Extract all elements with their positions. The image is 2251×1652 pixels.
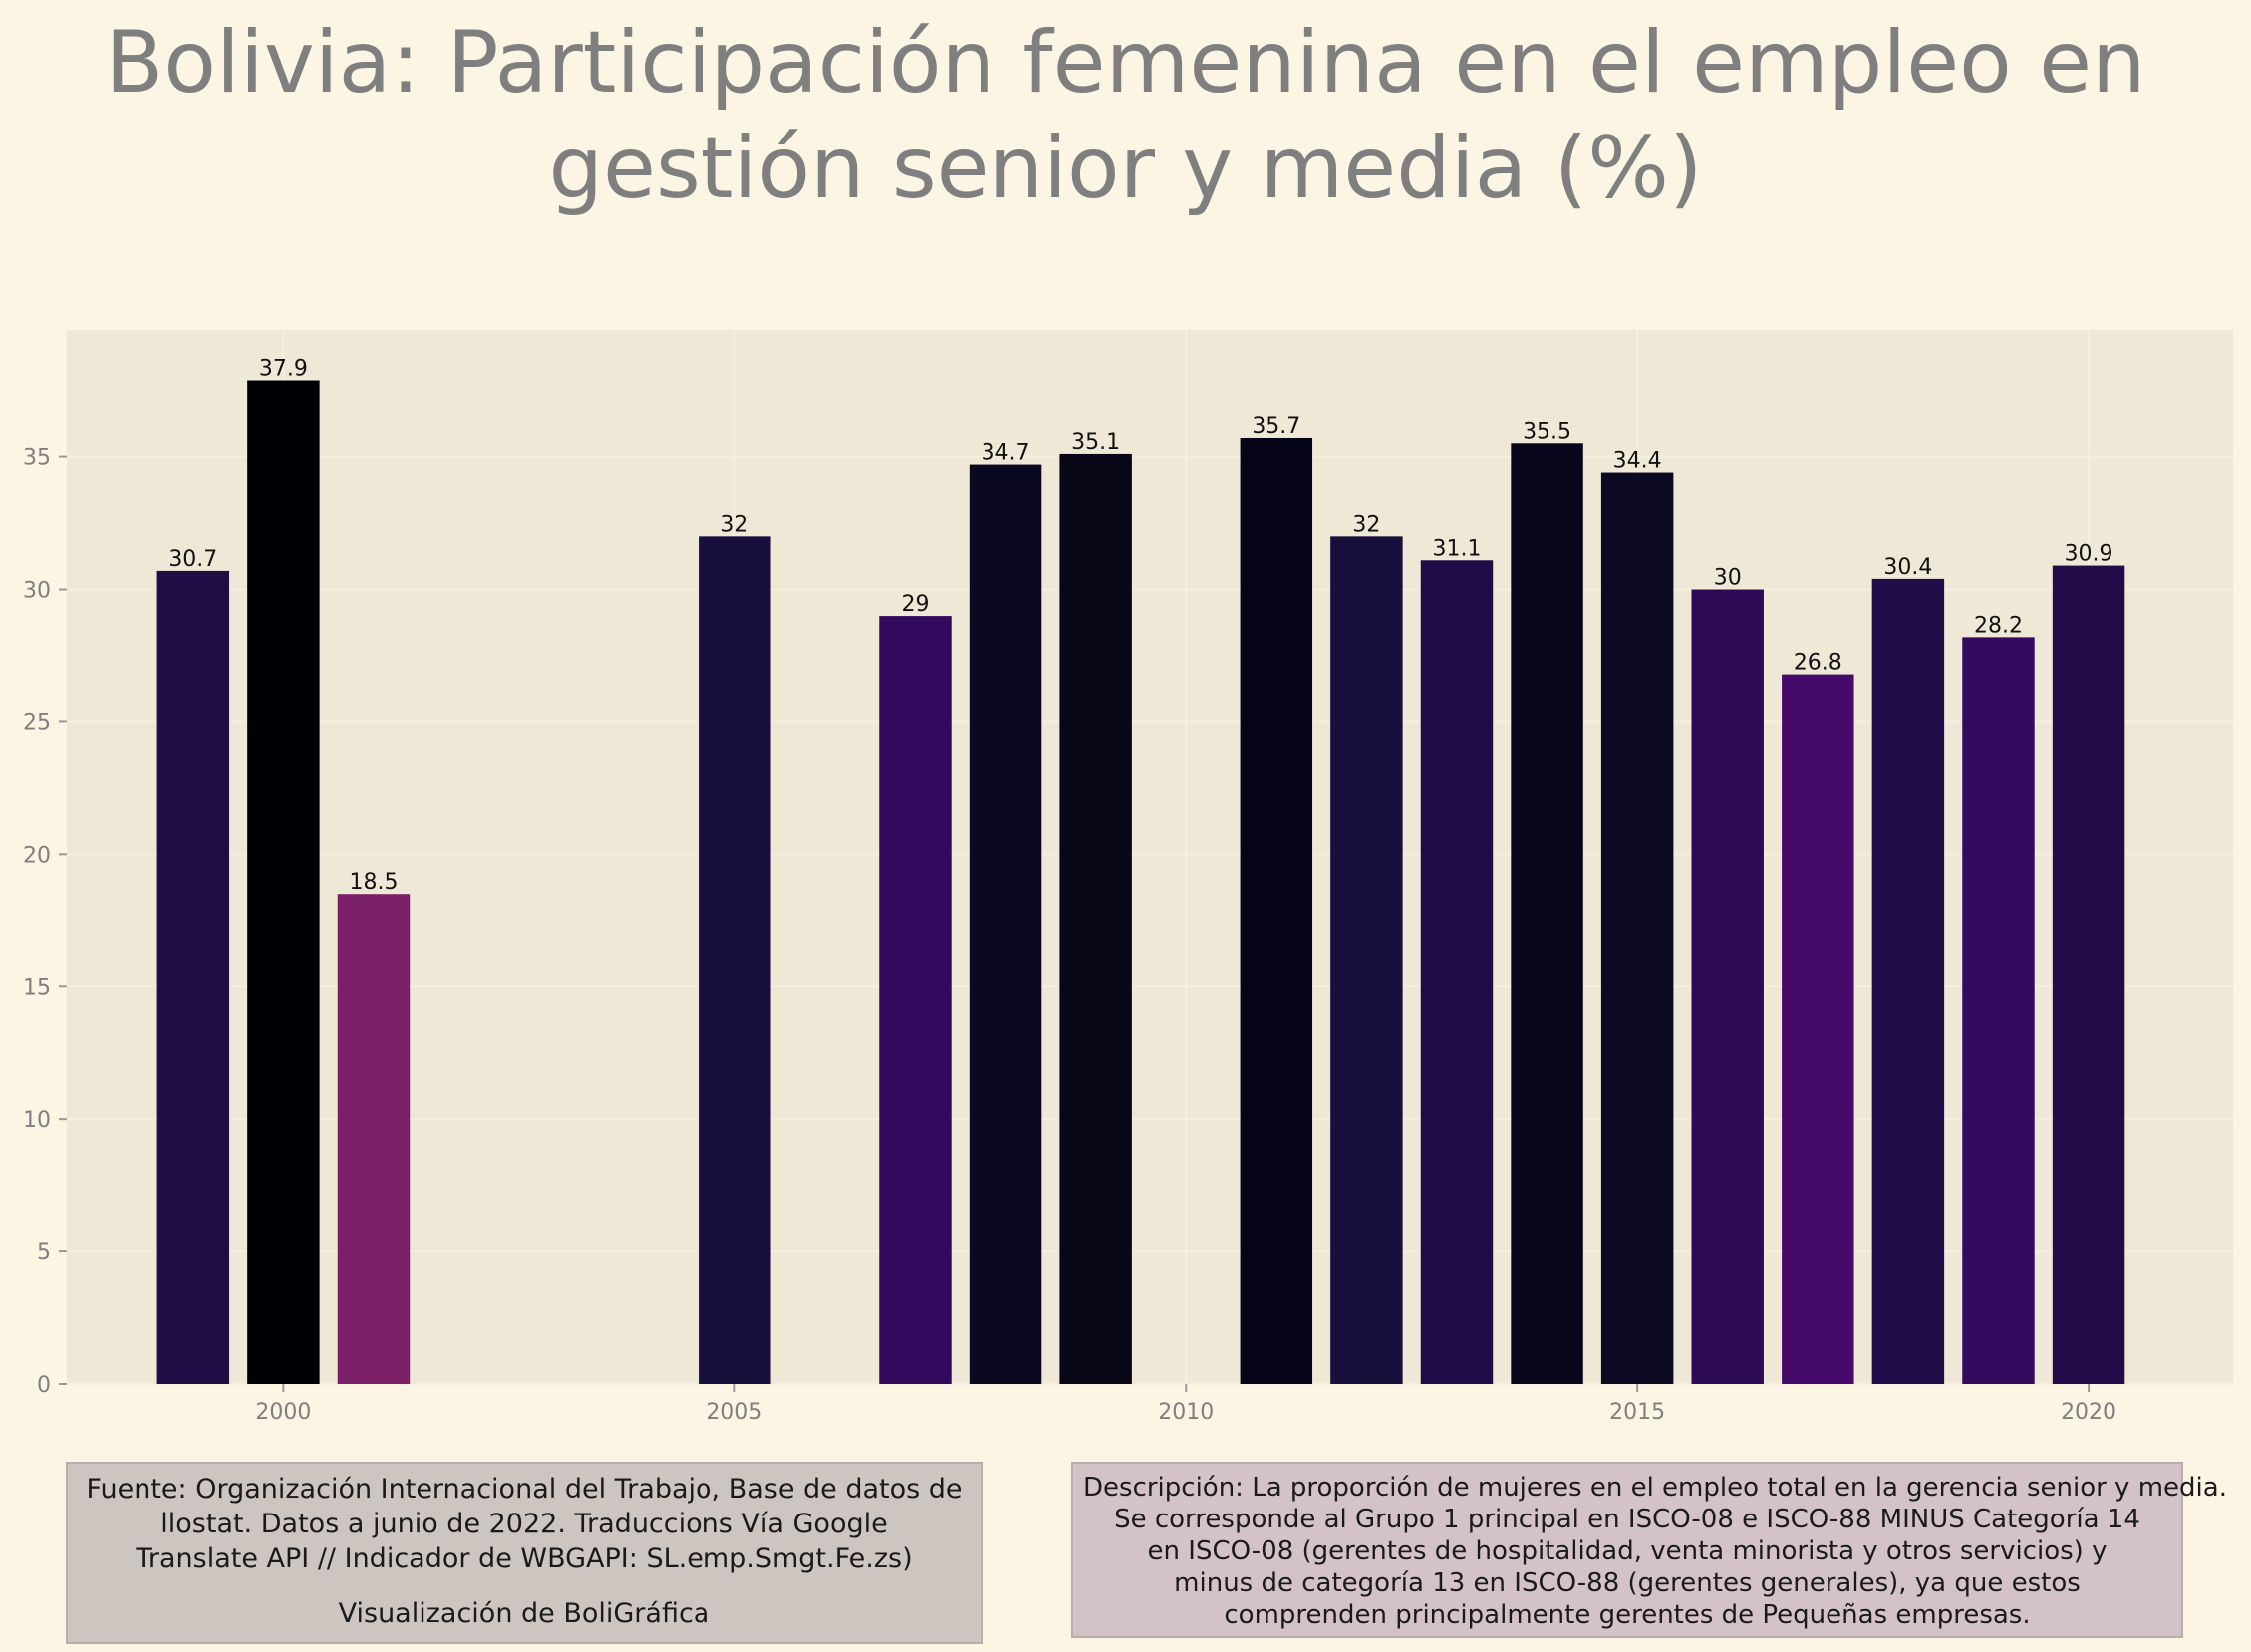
bar-value-label: 28.2 (1974, 613, 2023, 638)
bar-value-label: 31.1 (1432, 536, 1481, 561)
x-tick-label: 2010 (1158, 1400, 1214, 1425)
bar (1962, 637, 2035, 1384)
bar (699, 536, 771, 1384)
bar (247, 380, 320, 1384)
bar-value-label: 34.4 (1613, 449, 1662, 474)
bar (1511, 443, 1583, 1384)
bar-value-label: 32 (1352, 512, 1380, 537)
y-tick-label: 30 (23, 579, 51, 604)
x-tick-label: 2000 (255, 1400, 311, 1425)
y-axis-ticks: 0 5 10 15 20 25 30 35 (23, 446, 67, 1398)
bar-value-label: 34.7 (982, 441, 1030, 466)
bar-value-label: 30.9 (2065, 542, 2113, 567)
bar-value-label: 32 (720, 512, 748, 537)
bar-value-label: 35.7 (1252, 414, 1300, 439)
description-box: Descripción: La proporción de mujeres en… (1071, 1462, 2227, 1638)
bar (1782, 674, 1854, 1384)
value-labels: 30.7 37.9 18.5 32 29 34.7 35.1 35.7 32 31.1 35.5 34… (168, 357, 2112, 896)
bar-chart: 30.7 37.9 18.5 32 29 34.7 35.1 35.7 32 31.1 35.5 34… (23, 330, 2233, 1425)
bars (156, 380, 2125, 1384)
description-line: Descripción: La proporción de mujeres en… (1083, 1473, 2227, 1503)
bar (1420, 560, 1494, 1384)
bar (1059, 453, 1132, 1384)
y-tick-label: 20 (23, 843, 51, 868)
chart-title: Bolivia: Participación femenina en el em… (0, 10, 2251, 221)
bar-value-label: 30.4 (1883, 555, 1932, 580)
bar-value-label: 18.5 (349, 870, 398, 895)
bar (337, 894, 411, 1384)
bar-value-label: 35.5 (1523, 419, 1571, 444)
y-tick-label: 10 (23, 1108, 51, 1133)
source-line: Translate API // Indicador de WBGAPI: SL… (136, 1543, 913, 1574)
description-line: Se corresponde al Grupo 1 principal en I… (1114, 1505, 2140, 1534)
y-tick-label: 35 (23, 446, 51, 471)
bar (1691, 589, 1764, 1384)
bar-value-label: 26.8 (1794, 651, 1842, 676)
y-tick-label: 5 (37, 1240, 51, 1265)
description-line: comprenden principalmente gerentes de Pe… (1224, 1600, 2031, 1630)
x-axis-ticks: 2000 2005 2010 2015 2020 (255, 1384, 2116, 1425)
description-line: minus de categoría 13 en ISCO-88 (gerent… (1174, 1568, 2081, 1598)
bar (1330, 536, 1403, 1384)
bar-value-label: 35.1 (1071, 430, 1120, 455)
bar-value-label: 30 (1714, 566, 1742, 591)
y-tick-label: 25 (23, 710, 51, 735)
bar-value-label: 30.7 (168, 547, 217, 572)
source-line: Fuente: Organización Internacional del T… (86, 1474, 963, 1505)
chart-title-line-1: Bolivia: Participación femenina en el em… (105, 13, 2146, 113)
x-tick-label: 2020 (2061, 1400, 2116, 1425)
x-tick-label: 2015 (1609, 1400, 1665, 1425)
source-line: llostat. Datos a junio de 2022. Traducci… (160, 1509, 888, 1539)
bar (156, 570, 230, 1384)
bar (879, 616, 952, 1384)
y-tick-label: 0 (37, 1373, 51, 1398)
bar (1240, 437, 1313, 1384)
bar (1871, 578, 1945, 1384)
bar-value-label: 37.9 (259, 357, 308, 382)
source-box: Fuente: Organización Internacional del T… (66, 1462, 983, 1644)
y-tick-label: 15 (23, 975, 51, 1000)
x-tick-label: 2005 (706, 1400, 762, 1425)
description-line: en ISCO-08 (gerentes de hospitalidad, ve… (1147, 1536, 2108, 1566)
bar (969, 464, 1042, 1384)
bar (1600, 472, 1674, 1384)
bar-value-label: 29 (901, 592, 929, 617)
chart-title-line-2: gestión senior y media (%) (548, 119, 1703, 218)
bar (2052, 565, 2125, 1384)
credit-line: Visualización de BoliGráfica (338, 1598, 710, 1629)
